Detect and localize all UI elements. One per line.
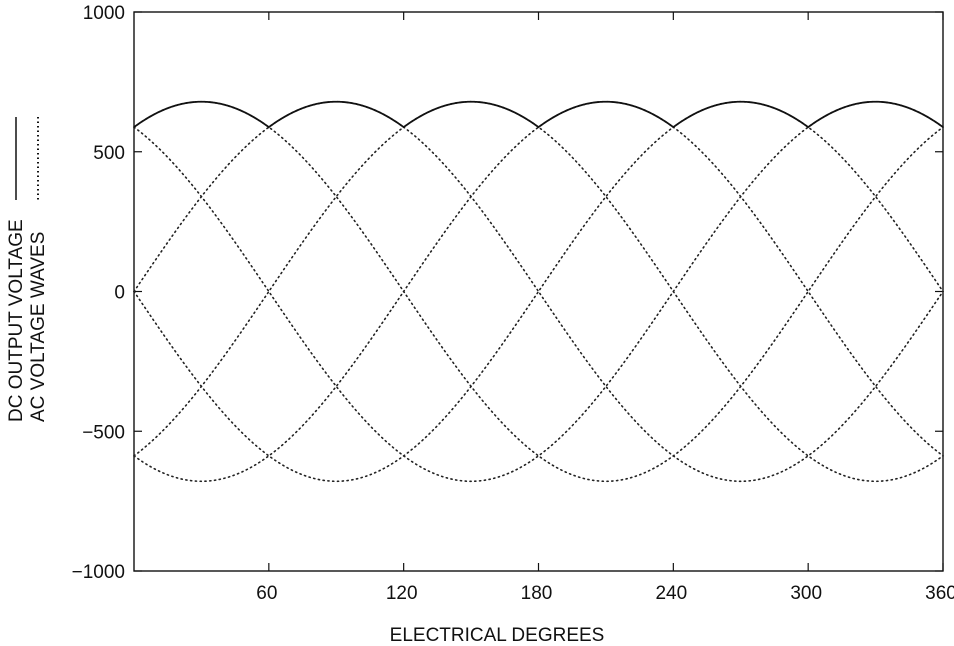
- ac-voltage-waves: [133, 100, 944, 483]
- ylabel-dc-output: DC OUTPUT VOLTAGE: [6, 219, 27, 422]
- ac-voltage-wave: [133, 100, 944, 483]
- plot-area-frame: [133, 11, 944, 572]
- x-axis-title: ELECTRICAL DEGREES: [390, 625, 605, 646]
- x-tick-label: 300: [790, 583, 822, 604]
- x-tick-label: 240: [655, 583, 687, 604]
- x-tick-label: 60: [256, 583, 277, 604]
- x-axis: 60 120 180 240 300 360: [256, 12, 954, 604]
- legend: [15, 117, 39, 200]
- y-tick-label: 0: [114, 283, 125, 304]
- ac-voltage-wave: [133, 100, 944, 483]
- dc-output-voltage: [133, 100, 944, 129]
- ac-voltage-wave: [133, 100, 944, 483]
- ylabel-ac-waves: AC VOLTAGE WAVES: [28, 232, 49, 422]
- y-tick-label: −500: [82, 422, 125, 443]
- y-tick-label: −1000: [72, 562, 125, 583]
- x-tick-label: 360: [925, 583, 954, 604]
- ac-voltage-wave: [133, 100, 944, 483]
- y-tick-label: 500: [93, 143, 125, 164]
- y-tick-label: 1000: [83, 3, 125, 24]
- x-tick-label: 180: [521, 583, 553, 604]
- x-tick-label: 120: [386, 583, 418, 604]
- dc-output-voltage-line: [133, 100, 944, 129]
- y-axis: −1000 −500 0 500 1000: [72, 3, 943, 583]
- ac-voltage-wave: [133, 100, 944, 483]
- ac-voltage-wave: [133, 100, 944, 483]
